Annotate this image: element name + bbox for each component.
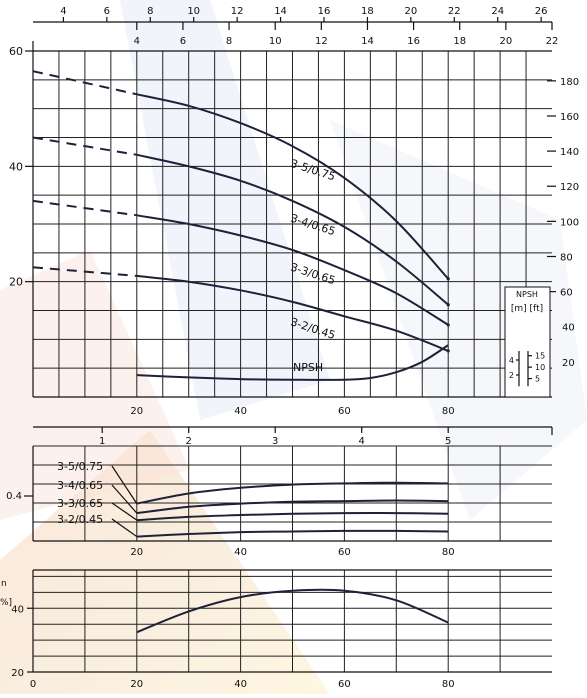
top-axis-1-tick-label: 16: [318, 6, 331, 17]
head-left-tick-label: 20: [9, 276, 23, 289]
power-top-axis-tick-label: 2: [186, 436, 192, 447]
top-axis-1-tick-label: 4: [60, 6, 66, 17]
power-curve-3: [136, 512, 449, 522]
top-axis-1-tick-label: 22: [448, 6, 461, 17]
power-curve-label: 3-5/0.75: [57, 460, 103, 473]
watermark-shape-warm: [0, 430, 330, 694]
npsh-inset-units: [m] [ft]: [511, 304, 543, 314]
npsh-inset-ft-label: 5: [535, 375, 540, 384]
power-label-leader: [111, 465, 138, 504]
top-axis-1-tick-label: 26: [535, 6, 548, 17]
eff-x-tick-label: 20: [130, 679, 143, 690]
head-curve-4: [136, 274, 449, 352]
head-left-tick-label: 40: [9, 160, 23, 173]
power-curve-label: 3-2/0.45: [57, 513, 103, 526]
head-x-tick-label: 20: [130, 406, 143, 417]
eff-x-tick-label: 60: [338, 679, 351, 690]
head-curve-end-point: [446, 323, 450, 327]
power-curve-2: [136, 499, 449, 515]
top-axis-2-tick-label: 16: [407, 36, 420, 47]
head-x-tick-label: 60: [338, 406, 351, 417]
head-curve-extension-4: [32, 266, 137, 277]
top-axis-2-tick-label: 12: [315, 36, 328, 47]
head-right-tick-label: 60: [560, 288, 573, 299]
head-right-tick-label: 180: [560, 77, 579, 88]
top-axis-1-tick-label: 18: [361, 6, 374, 17]
eff-x-tick-label: 40: [234, 679, 247, 690]
npsh-inset-ft-label: 10: [535, 363, 545, 372]
top-axis-2-tick-label: 22: [546, 36, 559, 47]
eff-x-tick-label: 0: [30, 679, 36, 690]
head-right-tick-label: 160: [560, 112, 579, 123]
npsh-inset-ft-label: 15: [535, 352, 545, 361]
head-curve-2: [136, 153, 449, 306]
power-x-tick-label: 20: [130, 547, 143, 558]
power-label-leader: [111, 484, 138, 514]
head-right-tick-label: 40: [562, 323, 575, 334]
top-axis-1-tick-label: 14: [274, 6, 287, 17]
watermark-shape-blue: [120, 0, 330, 420]
head-curve-extension-3: [32, 199, 137, 217]
power-curve-label: 3-3/0.65: [57, 497, 103, 510]
top-axis-1-tick-label: 12: [231, 6, 244, 17]
eff-axis-label-fragment: %]: [0, 598, 12, 608]
top-axis-1-tick-label: 10: [187, 6, 200, 17]
efficiency-curve: [136, 588, 449, 634]
head-right-tick-label: 20: [562, 358, 575, 369]
top-axis-1-tick-label: 8: [147, 6, 153, 17]
top-axis-2-tick-label: 4: [134, 36, 140, 47]
top-axis-2-tick-label: 20: [499, 36, 512, 47]
head-curve-label: 3-4/0.65: [289, 212, 337, 239]
power-curve-label: 3-4/0.65: [57, 479, 103, 492]
npsh-inset-m-label: 4: [509, 356, 514, 365]
head-curve-end-point: [446, 349, 450, 353]
power-x-tick-label: 40: [234, 547, 247, 558]
npsh-inset-title: NPSH: [516, 290, 538, 299]
power-x-tick-label: 80: [442, 547, 455, 558]
top-axis-1-tick-label: 24: [491, 6, 504, 17]
npsh-curve-label: NPSH: [293, 361, 323, 374]
top-axis-1-tick-label: 6: [104, 6, 110, 17]
head-left-tick-label: 60: [9, 45, 23, 58]
head-curve-label: 3-5/0.75: [289, 157, 337, 184]
head-curve-3: [136, 214, 449, 326]
power-top-axis-tick-label: 1: [99, 436, 105, 447]
head-curve-1: [136, 93, 449, 280]
top-axis-2-tick-label: 14: [361, 36, 374, 47]
head-x-tick-label: 40: [234, 406, 247, 417]
power-top-axis-tick-label: 5: [445, 436, 451, 447]
power-top-axis-tick-label: 4: [359, 436, 365, 447]
head-x-tick-label: 80: [442, 406, 455, 417]
eff-left-tick-label: 20: [11, 668, 24, 679]
top-axis-2-tick-label: 8: [226, 36, 232, 47]
power-x-tick-label: 60: [338, 547, 351, 558]
eff-x-tick-label: 80: [442, 679, 455, 690]
head-curve-end-point: [446, 277, 450, 281]
head-curve-extension-1: [32, 70, 138, 96]
head-curve-extension-2: [32, 136, 137, 156]
head-right-tick-label: 100: [560, 217, 579, 228]
power-top-axis-tick-label: 3: [272, 436, 278, 447]
power-label-leader: [111, 518, 138, 538]
watermark-shape-pink: [0, 250, 190, 520]
power-left-tick-label: 0.4: [6, 491, 22, 502]
top-axis-2-tick-label: 18: [453, 36, 466, 47]
power-label-leader: [111, 502, 138, 521]
top-axis-2-tick-label: 6: [180, 36, 186, 47]
power-curve-1: [136, 481, 449, 505]
head-curve-end-point: [446, 303, 450, 307]
npsh-curve: [136, 344, 449, 381]
top-axis-2-tick-label: 10: [269, 36, 282, 47]
npsh-inset-m-label: 2: [509, 371, 514, 380]
eff-axis-label-fragment: n: [1, 579, 7, 589]
head-right-tick-label: 140: [560, 147, 579, 158]
eff-left-tick-label: 40: [11, 604, 24, 615]
head-right-tick-label: 80: [560, 252, 573, 263]
power-curve-4: [136, 529, 449, 538]
top-axis-1-tick-label: 20: [404, 6, 417, 17]
head-right-tick-label: 120: [560, 182, 579, 193]
